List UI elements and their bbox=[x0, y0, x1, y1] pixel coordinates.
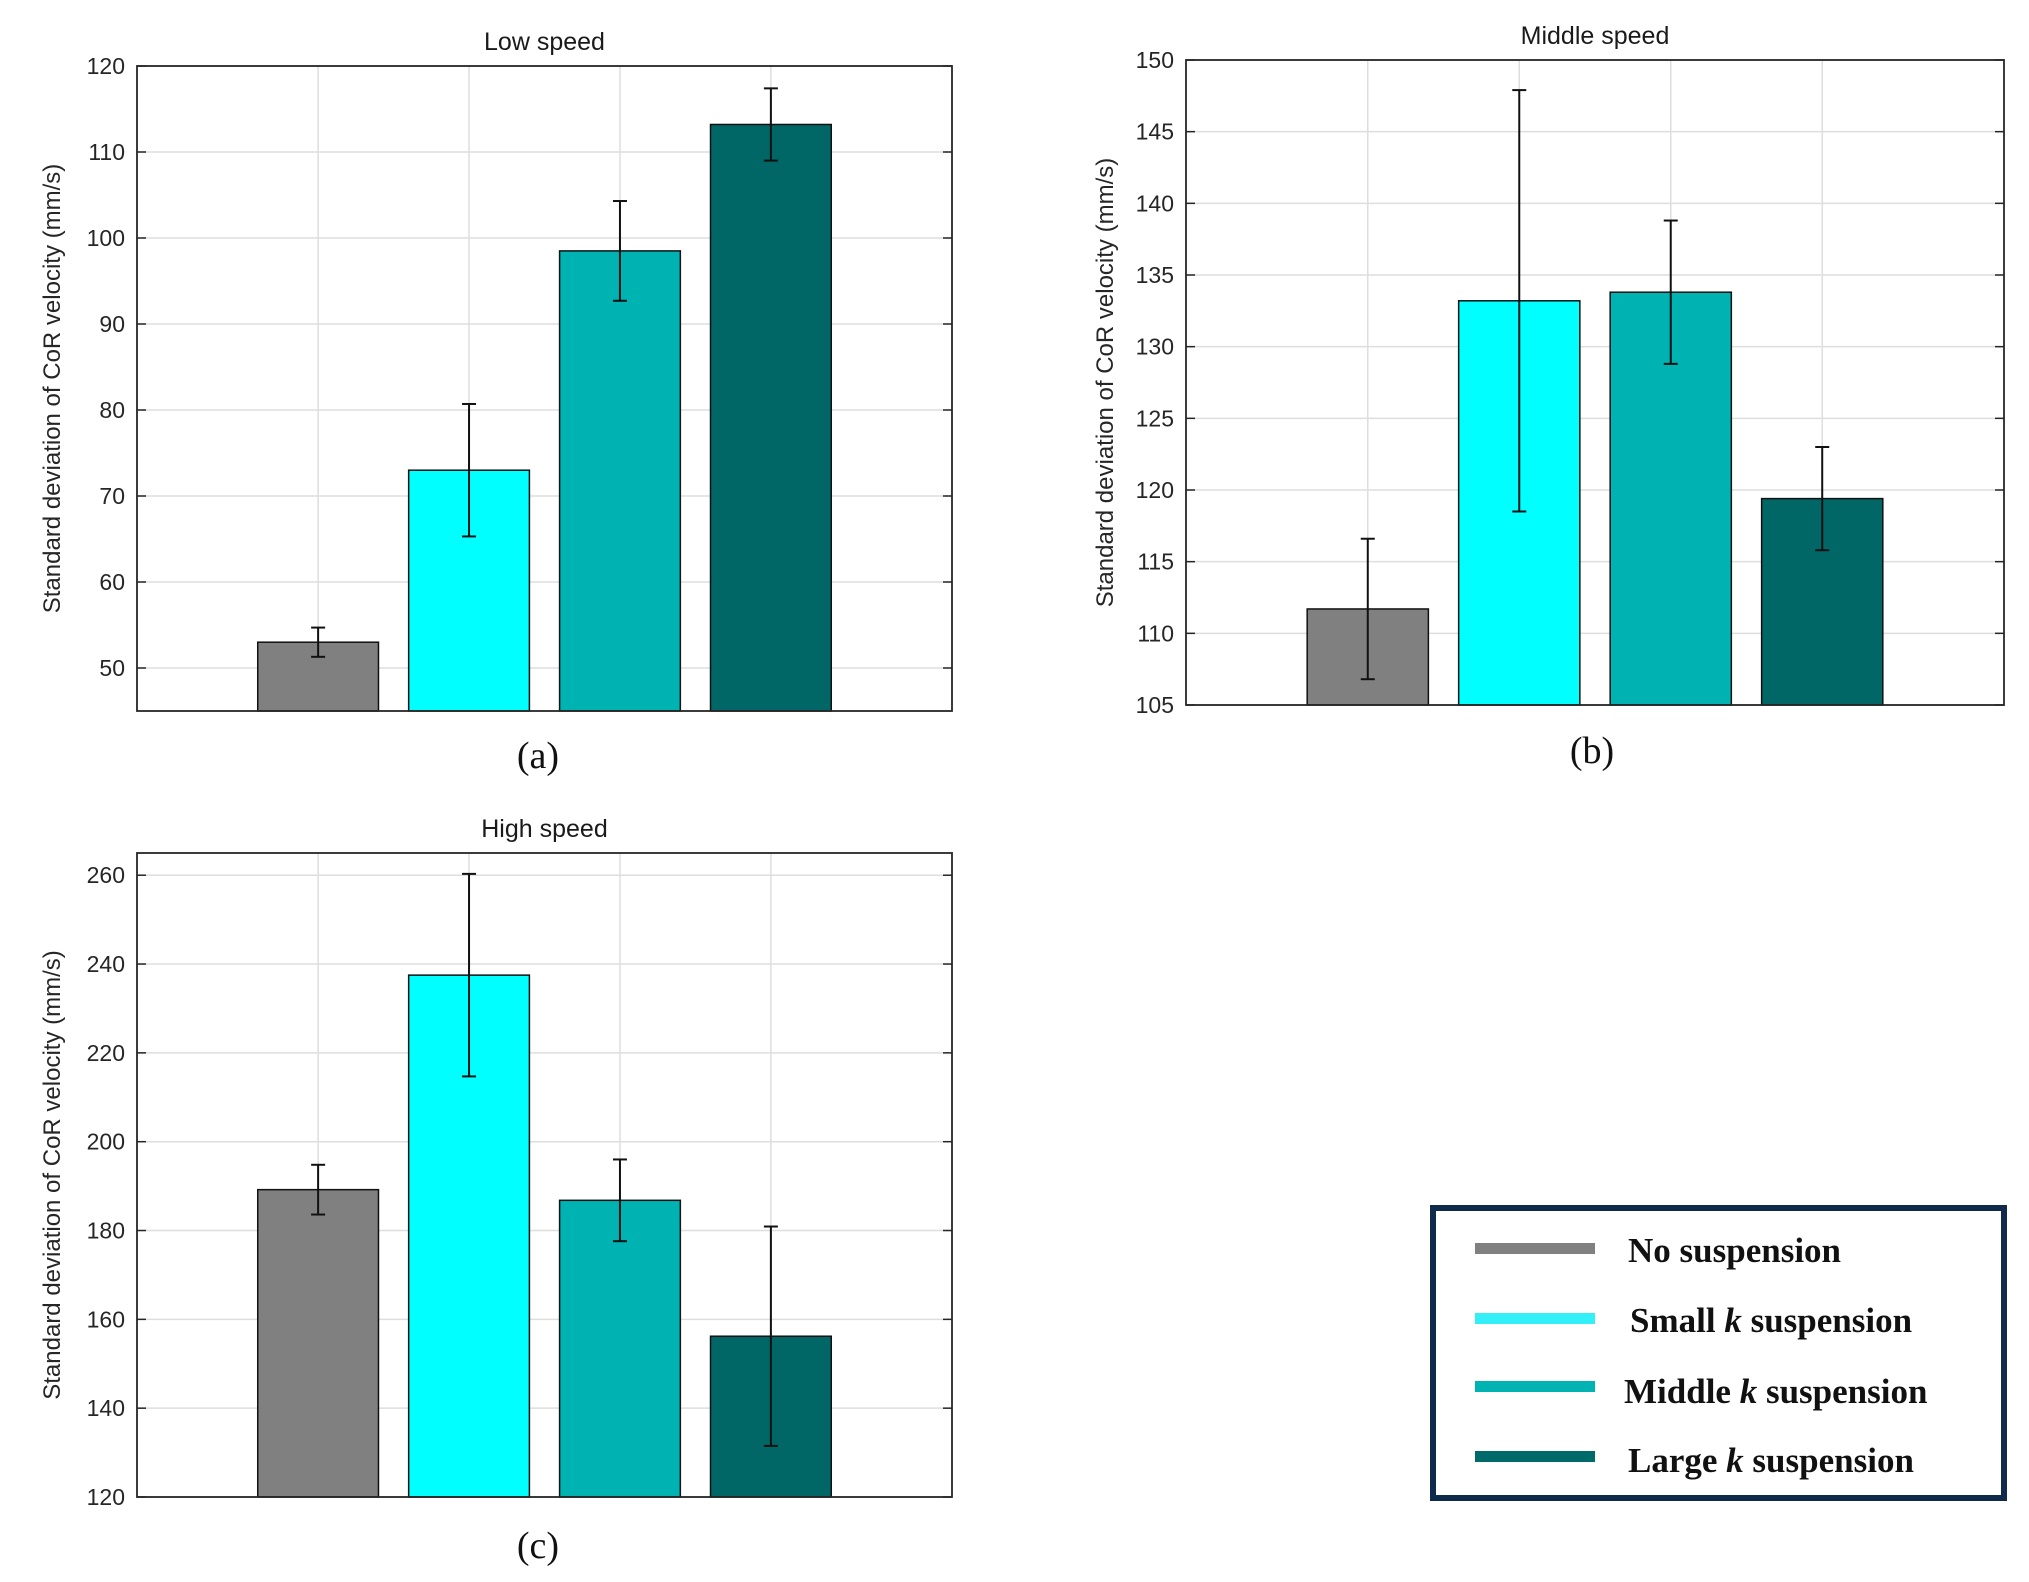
y-tick-label: 105 bbox=[1136, 692, 1174, 718]
y-tick-label: 90 bbox=[99, 311, 125, 337]
y-tick-label: 130 bbox=[1136, 334, 1174, 360]
y-tick-label: 100 bbox=[87, 225, 125, 251]
legend-label-large-k: Large k suspension bbox=[1628, 1441, 1914, 1480]
chart-high-speed: 120 140 160 180 200 220 240 260 High speed Standa… bbox=[39, 815, 953, 1567]
legend-swatch-no-suspension bbox=[1475, 1243, 1595, 1254]
axes-box bbox=[1185, 59, 2005, 706]
y-tick-label: 180 bbox=[87, 1218, 125, 1244]
y-tick-label: 260 bbox=[87, 862, 125, 888]
axes-box bbox=[136, 852, 953, 1498]
legend-label-small-k: Small k suspension bbox=[1630, 1301, 1912, 1340]
legend-border bbox=[1430, 1205, 2007, 1501]
y-tick-label: 140 bbox=[87, 1395, 125, 1421]
legend-swatch-small-k bbox=[1475, 1313, 1595, 1324]
panel-caption: (b) bbox=[1570, 730, 1614, 772]
y-tick-label: 120 bbox=[1136, 477, 1174, 503]
legend-label-no-suspension: No suspension bbox=[1628, 1231, 1841, 1270]
legend: No suspension Small k suspension Middle … bbox=[1430, 1205, 2007, 1501]
y-tick-label: 150 bbox=[1136, 47, 1174, 73]
panel-caption: (c) bbox=[517, 1525, 559, 1567]
y-tick-label: 50 bbox=[99, 655, 125, 681]
y-tick-label: 110 bbox=[88, 139, 125, 165]
chart-title: Middle speed bbox=[1521, 22, 1670, 50]
panel-caption: (a) bbox=[517, 735, 559, 777]
chart-low-speed: 50 60 70 80 90 100 110 120 Low speed Standard dev… bbox=[39, 28, 953, 777]
y-tick-label: 220 bbox=[87, 1040, 125, 1066]
y-tick-label: 110 bbox=[1137, 620, 1174, 646]
legend-swatch-middle-k bbox=[1475, 1381, 1595, 1392]
y-tick-label: 140 bbox=[1136, 190, 1174, 216]
y-tick-label: 120 bbox=[87, 53, 125, 79]
bar-no-suspension bbox=[256, 1188, 380, 1498]
bar-large-k bbox=[709, 123, 833, 712]
y-tick-label: 200 bbox=[87, 1129, 125, 1155]
y-axis-label: Standard deviation of CoR velocity (mm/s… bbox=[1092, 158, 1119, 608]
axes-box bbox=[136, 65, 953, 712]
y-tick-label: 145 bbox=[1136, 119, 1174, 145]
y-axis-label: Standard deviation of CoR velocity (mm/s… bbox=[39, 950, 66, 1400]
legend-swatch-large-k bbox=[1475, 1451, 1595, 1462]
bar-middle-k bbox=[558, 250, 682, 712]
chart-title: High speed bbox=[481, 815, 607, 843]
y-tick-label: 135 bbox=[1136, 262, 1174, 288]
y-tick-label: 120 bbox=[87, 1484, 125, 1510]
chart-title: Low speed bbox=[484, 28, 605, 56]
y-tick-label: 125 bbox=[1136, 405, 1174, 431]
y-axis-label: Standard deviation of CoR velocity (mm/s… bbox=[39, 164, 66, 614]
chart-middle-speed: 105 110 115 120 125 130 135 140 145 150 Middle spe… bbox=[1092, 22, 2005, 772]
bar-middle-k bbox=[558, 1199, 682, 1498]
legend-label-middle-k: Middle k suspension bbox=[1624, 1372, 1927, 1411]
y-tick-label: 80 bbox=[99, 397, 125, 423]
y-tick-label: 115 bbox=[1137, 549, 1174, 575]
y-tick-label: 160 bbox=[87, 1306, 125, 1332]
y-tick-label: 60 bbox=[99, 569, 125, 595]
y-tick-label: 240 bbox=[87, 951, 125, 977]
y-tick-label: 70 bbox=[99, 483, 125, 509]
